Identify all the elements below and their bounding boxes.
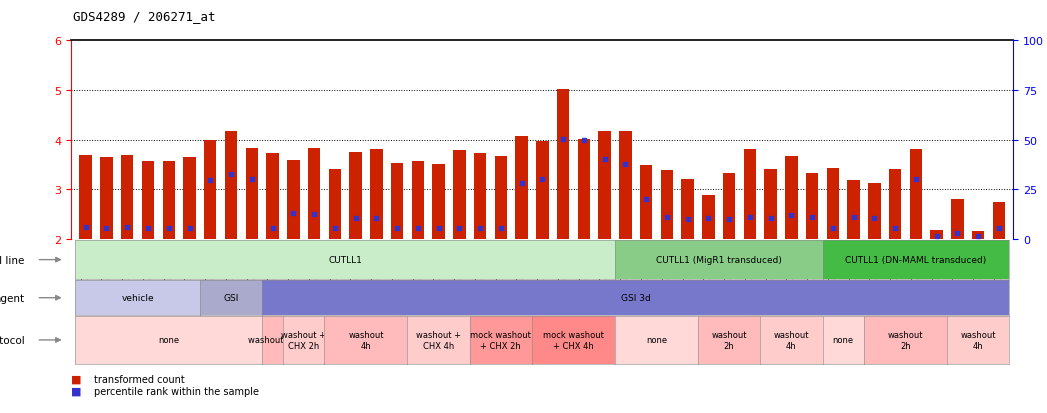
Bar: [121, 155, 133, 240]
Text: washout +
CHX 4h: washout + CHX 4h: [416, 330, 461, 350]
Bar: [101, 158, 113, 240]
Text: CUTLL1: CUTLL1: [328, 256, 362, 264]
Bar: [411, 162, 424, 240]
Bar: [246, 149, 258, 240]
Bar: [847, 181, 860, 240]
Text: mock washout
+ CHX 2h: mock washout + CHX 2h: [470, 330, 531, 350]
Bar: [80, 155, 92, 240]
Bar: [287, 160, 299, 240]
Text: CUTLL1 (MigR1 transduced): CUTLL1 (MigR1 transduced): [655, 256, 782, 264]
Text: ■: ■: [71, 386, 82, 396]
Bar: [350, 153, 362, 240]
Text: washout
2h: washout 2h: [888, 330, 923, 350]
Bar: [162, 161, 175, 240]
Bar: [515, 136, 528, 240]
Bar: [494, 156, 507, 240]
Text: washout
4h: washout 4h: [349, 330, 383, 350]
Text: transformed count: transformed count: [94, 374, 185, 384]
Text: washout
4h: washout 4h: [774, 330, 809, 350]
Bar: [329, 169, 341, 240]
Bar: [806, 173, 819, 240]
Bar: [370, 150, 382, 240]
Bar: [578, 140, 591, 240]
Text: CUTLL1 (DN-MAML transduced): CUTLL1 (DN-MAML transduced): [845, 256, 986, 264]
Bar: [536, 141, 549, 240]
Text: GDS4289 / 206271_at: GDS4289 / 206271_at: [73, 10, 216, 23]
Bar: [453, 150, 466, 240]
Text: ■: ■: [71, 374, 82, 384]
Bar: [952, 200, 963, 240]
Bar: [557, 90, 570, 240]
Text: GSI 3d: GSI 3d: [621, 294, 650, 302]
Text: mock washout
+ CHX 4h: mock washout + CHX 4h: [543, 330, 604, 350]
Bar: [910, 150, 922, 240]
Bar: [785, 156, 798, 240]
Text: none: none: [158, 336, 179, 344]
Bar: [868, 184, 881, 240]
Bar: [266, 154, 279, 240]
Text: vehicle: vehicle: [121, 294, 154, 302]
Bar: [183, 158, 196, 240]
Bar: [931, 230, 943, 240]
Bar: [993, 202, 1005, 240]
Bar: [972, 231, 984, 240]
Text: GSI: GSI: [223, 294, 239, 302]
Bar: [141, 162, 154, 240]
Bar: [682, 179, 694, 240]
Bar: [640, 165, 652, 240]
Bar: [432, 164, 445, 240]
Bar: [703, 196, 715, 240]
Bar: [308, 149, 320, 240]
Bar: [764, 169, 777, 240]
Text: cell line: cell line: [0, 255, 24, 265]
Text: percentile rank within the sample: percentile rank within the sample: [94, 386, 260, 396]
Bar: [889, 169, 901, 240]
Bar: [661, 170, 673, 240]
Text: protocol: protocol: [0, 335, 24, 345]
Bar: [722, 173, 735, 240]
Text: washout +
CHX 2h: washout + CHX 2h: [282, 330, 327, 350]
Text: washout
4h: washout 4h: [960, 330, 996, 350]
Bar: [225, 132, 238, 240]
Bar: [619, 132, 631, 240]
Bar: [204, 140, 217, 240]
Text: washout 2h: washout 2h: [248, 336, 297, 344]
Bar: [743, 150, 756, 240]
Bar: [474, 154, 486, 240]
Text: washout
2h: washout 2h: [711, 330, 747, 350]
Text: none: none: [832, 336, 854, 344]
Text: none: none: [646, 336, 667, 344]
Bar: [599, 132, 610, 240]
Bar: [391, 164, 403, 240]
Text: agent: agent: [0, 293, 24, 303]
Bar: [827, 169, 839, 240]
